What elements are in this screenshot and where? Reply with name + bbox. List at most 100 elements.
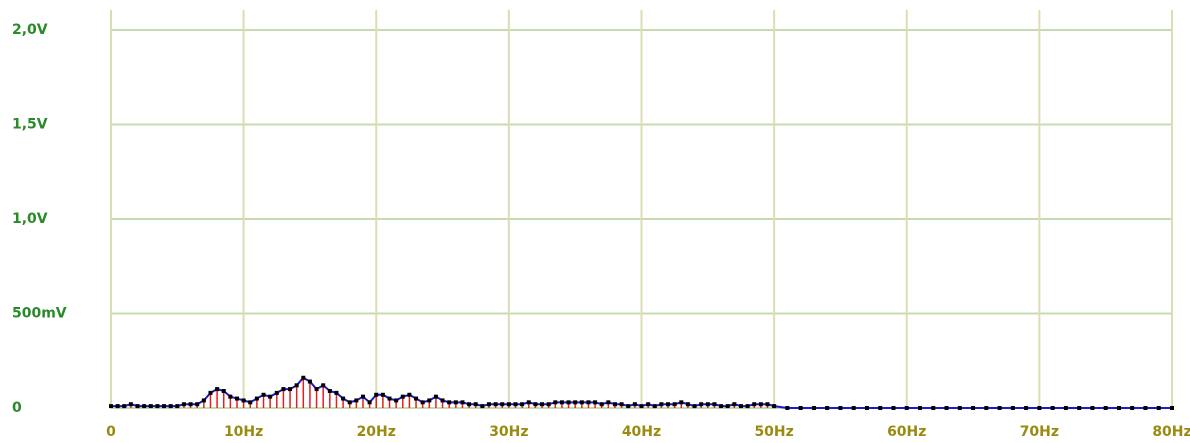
x-tick-label: 70Hz [1020, 424, 1059, 440]
data-dot [1050, 406, 1055, 410]
y-tick-label: 500mV [12, 306, 67, 322]
data-dot [732, 402, 737, 407]
data-dot [612, 402, 617, 407]
data-dot [1024, 406, 1029, 410]
data-dot [414, 396, 419, 401]
data-dot [546, 402, 551, 407]
data-dot [752, 402, 757, 407]
data-dot [520, 402, 525, 407]
data-dot [918, 406, 923, 410]
data-dot [931, 406, 936, 410]
data-dot [864, 406, 869, 410]
x-tick-label: 30Hz [489, 424, 528, 440]
x-tick-label: 50Hz [754, 424, 793, 440]
data-dot [838, 406, 843, 410]
data-dot [1170, 406, 1174, 410]
data-dot [394, 398, 399, 403]
data-dot [248, 400, 253, 405]
data-dot [188, 402, 193, 407]
data-dot [1063, 406, 1068, 410]
data-dot [553, 400, 558, 405]
x-tick-label: 0 [106, 424, 116, 440]
data-dot [241, 398, 246, 403]
data-dot [712, 402, 717, 407]
data-dot [420, 400, 425, 405]
data-dot [606, 400, 611, 405]
data-dot [307, 379, 312, 384]
data-dot [294, 383, 299, 388]
data-dot [480, 404, 485, 409]
data-dot [586, 400, 591, 405]
data-dot [122, 404, 127, 409]
x-tick-label: 60Hz [887, 424, 926, 440]
data-dot [254, 396, 259, 401]
data-dot [1037, 406, 1042, 410]
data-dot [566, 400, 571, 405]
data-dot [971, 406, 976, 410]
data-dot [201, 398, 206, 403]
data-dot [944, 406, 949, 410]
data-dot [573, 400, 578, 405]
data-dot [135, 404, 140, 409]
data-dot [433, 394, 438, 399]
data-dot [367, 400, 372, 405]
data-dot [719, 404, 724, 409]
data-dot [1010, 406, 1015, 410]
data-dot [195, 402, 200, 407]
data-dot [878, 406, 883, 410]
data-dot [685, 402, 690, 407]
data-dot [453, 400, 458, 405]
data-dot [785, 406, 790, 410]
data-dot [1130, 406, 1135, 410]
data-dot [579, 400, 584, 405]
data-dot [599, 402, 604, 407]
data-dot [699, 402, 704, 407]
data-dot [540, 402, 545, 407]
y-tick-label: 1,5V [12, 117, 48, 133]
data-dot [427, 398, 432, 403]
data-dot [679, 400, 684, 405]
data-dot [440, 398, 445, 403]
data-dot [288, 387, 293, 392]
data-dot [281, 387, 286, 392]
y-tick-label: 0 [12, 400, 22, 416]
data-dot [228, 394, 233, 399]
data-dot [1103, 406, 1108, 410]
data-dot [155, 404, 160, 409]
data-dot [175, 404, 180, 409]
data-dot [115, 404, 120, 409]
data-dot [1116, 406, 1121, 410]
data-dot [460, 400, 465, 405]
data-dot [626, 404, 631, 409]
data-dot [321, 383, 326, 388]
data-dot [1077, 406, 1082, 410]
data-dot [215, 387, 220, 392]
data-dot [327, 388, 332, 393]
data-dot [347, 400, 352, 405]
x-tick-label: 40Hz [622, 424, 661, 440]
data-dot [997, 406, 1002, 410]
data-dot [639, 404, 644, 409]
data-dot [506, 402, 511, 407]
data-dot [1090, 406, 1095, 410]
data-dot [486, 402, 491, 407]
data-dot [334, 390, 339, 395]
data-dot [181, 402, 186, 407]
data-dot [745, 404, 750, 409]
data-dot [957, 406, 962, 410]
data-dot [142, 404, 147, 409]
data-dot [1156, 406, 1161, 410]
data-dot [533, 402, 538, 407]
data-dot [513, 402, 518, 407]
data-dot [904, 406, 909, 410]
data-dot [1143, 406, 1148, 410]
data-dot [162, 404, 167, 409]
data-dot [891, 406, 896, 410]
x-tick-label: 20Hz [357, 424, 396, 440]
data-dot [500, 402, 505, 407]
data-dot [619, 402, 624, 407]
data-dot [758, 402, 763, 407]
data-dot [380, 392, 385, 397]
data-dot [738, 404, 743, 409]
data-dot [341, 396, 346, 401]
